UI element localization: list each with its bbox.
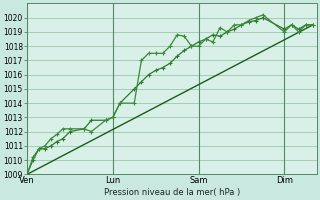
X-axis label: Pression niveau de la mer( hPa ): Pression niveau de la mer( hPa ) [104,188,240,197]
